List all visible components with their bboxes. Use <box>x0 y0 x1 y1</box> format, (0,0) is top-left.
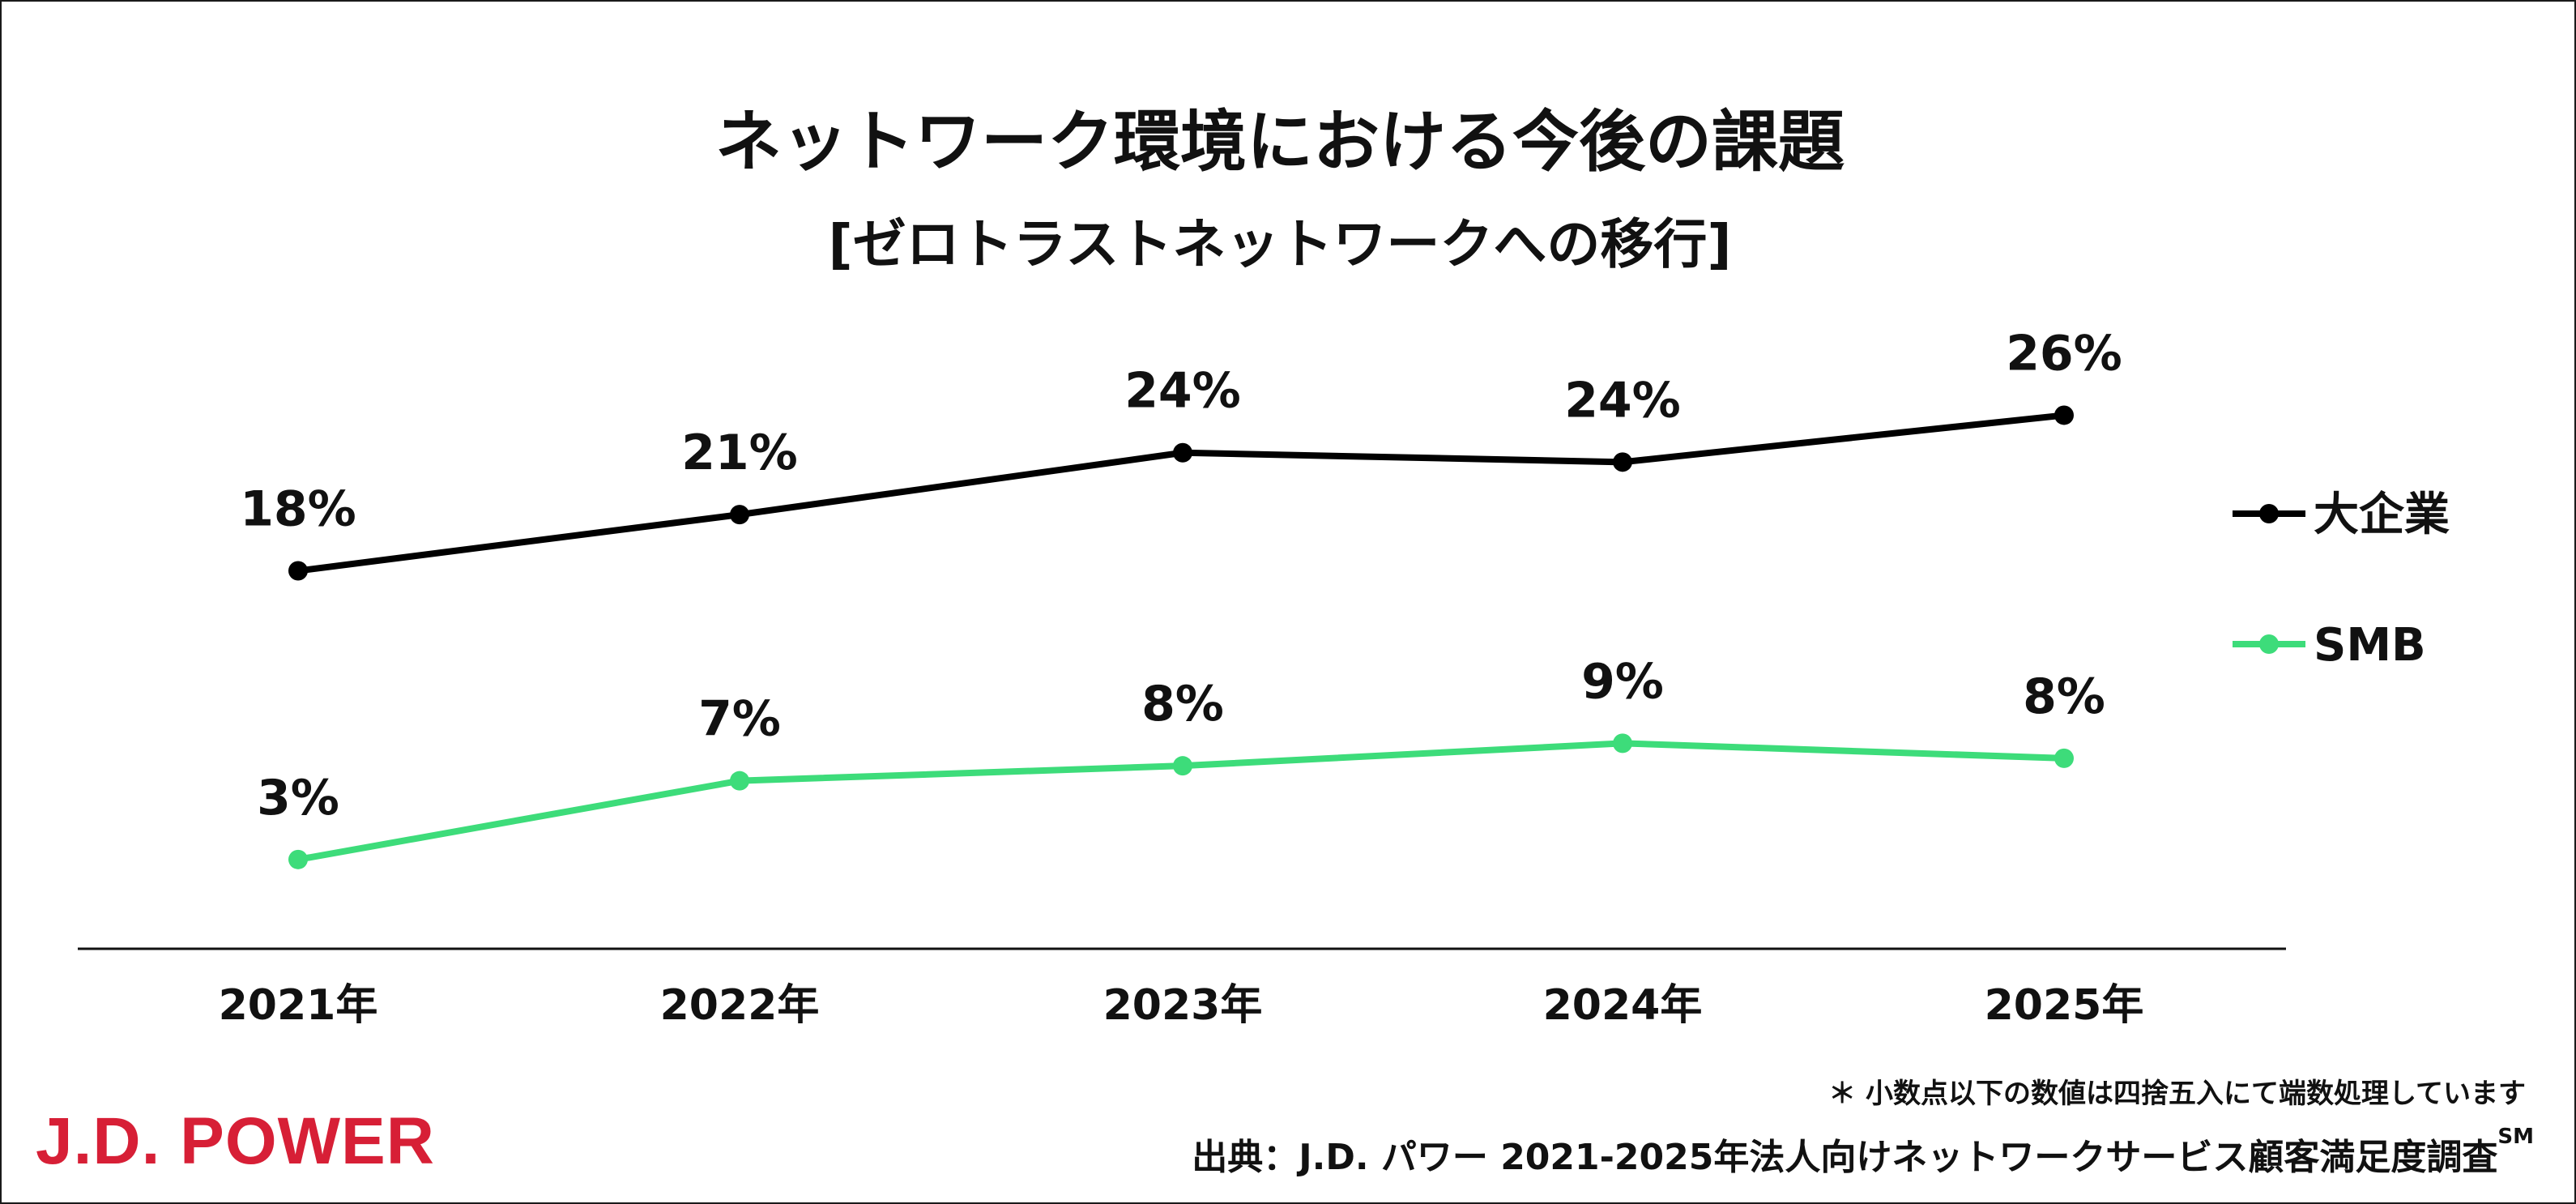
source-text: 出典：J.D. パワー 2021-2025年法人向けネットワークサービス顧客満足… <box>1192 1137 2498 1178</box>
x-tick-label: 2025年 <box>1985 981 2144 1030</box>
legend-swatch-marker <box>2259 634 2279 654</box>
rounding-note: ＊ 小数点以下の数値は四捨五入にて端数処理しています <box>1828 1078 2526 1110</box>
legend-label: 大企業 <box>2314 489 2450 541</box>
data-label: 24% <box>1124 363 1241 420</box>
data-point <box>1173 442 1192 463</box>
data-point <box>1613 452 1632 472</box>
data-label: 9% <box>1581 653 1664 710</box>
data-label: 26% <box>2006 325 2122 382</box>
service-mark: SM <box>2497 1125 2534 1149</box>
data-point <box>1613 733 1632 754</box>
data-point <box>730 771 749 791</box>
series-line-large-enterprise <box>297 412 2065 574</box>
jd-power-logo: J.D. POWER <box>36 1104 435 1178</box>
data-point <box>730 505 749 525</box>
chart-subtitle: [ゼロトラストネットワークへの移行] <box>828 213 1732 275</box>
x-tick-label: 2022年 <box>660 981 820 1030</box>
chart-title: ネットワーク環境における今後の課題 <box>714 104 1845 181</box>
x-tick-label: 2024年 <box>1543 981 1703 1030</box>
data-point <box>2054 405 2074 425</box>
data-point <box>1173 756 1192 776</box>
x-tick-label: 2023年 <box>1103 981 1263 1030</box>
data-point <box>288 849 308 869</box>
data-label: 7% <box>698 691 781 748</box>
source-citation: 出典：J.D. パワー 2021-2025年法人向けネットワークサービス顧客満足… <box>1192 1125 2534 1180</box>
legend-label: SMB <box>2314 619 2426 672</box>
data-label: 21% <box>681 425 798 481</box>
x-tick-labels: 2021年 2022年 2023年 2024年 2025年 <box>219 981 2144 1030</box>
data-label: 3% <box>257 770 339 826</box>
series-group: 18% 21% 24% 24% 26% 3% 7% 8% 9% 8% <box>240 325 2122 869</box>
data-label: 24% <box>1564 372 1681 429</box>
legend-swatch-marker <box>2259 504 2279 523</box>
legend: 大企業 SMB <box>2233 489 2450 672</box>
data-label: 18% <box>240 481 356 538</box>
data-label: 8% <box>1141 676 1224 732</box>
data-label: 8% <box>2023 668 2105 725</box>
x-tick-label: 2021年 <box>219 981 378 1030</box>
data-point <box>2054 748 2074 768</box>
data-point <box>288 561 308 581</box>
